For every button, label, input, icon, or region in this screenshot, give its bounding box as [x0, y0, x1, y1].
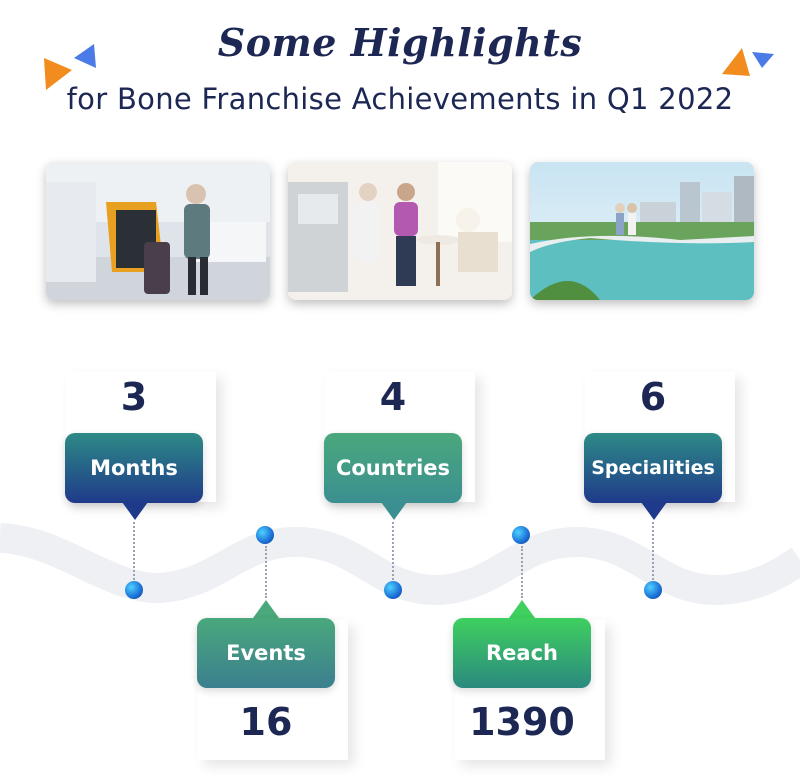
timeline-wave: [0, 523, 800, 606]
months-connector: [133, 522, 135, 580]
specialities-connector: [652, 522, 654, 580]
events-pointer: [253, 600, 279, 618]
reach-timeline-dot: [512, 526, 530, 544]
page-title: Some Highlights: [217, 20, 583, 65]
events-connector: [265, 546, 267, 598]
reach-label: Reach: [453, 618, 591, 688]
decorative-triangles-left: [44, 44, 96, 90]
countries-value: 4: [379, 375, 407, 419]
reach-value: 1390: [469, 700, 575, 744]
months-value: 3: [120, 375, 148, 419]
photo-kitchen-couple: [288, 162, 512, 300]
months-pointer: [122, 502, 148, 520]
reach-pointer: [509, 600, 535, 618]
months-timeline-dot: [125, 581, 143, 599]
countries-timeline-dot: [384, 581, 402, 599]
reach-connector: [521, 546, 523, 598]
events-timeline-dot: [256, 526, 274, 544]
events-label: Events: [197, 618, 335, 688]
page-subtitle: for Bone Franchise Achievements in Q1 20…: [66, 82, 734, 116]
specialities-value: 6: [639, 375, 667, 419]
countries-label: Countries: [324, 433, 462, 503]
decorative-triangles-right: [722, 48, 774, 76]
specialities-timeline-dot: [644, 581, 662, 599]
specialities-label: Specialities: [584, 433, 722, 503]
months-label: Months: [65, 433, 203, 503]
countries-pointer: [381, 502, 407, 520]
photo-airport-traveler: [46, 162, 270, 300]
countries-connector: [392, 522, 394, 580]
events-value: 16: [239, 700, 293, 744]
specialities-pointer: [641, 502, 667, 520]
photo-river-bridge: [530, 162, 754, 300]
